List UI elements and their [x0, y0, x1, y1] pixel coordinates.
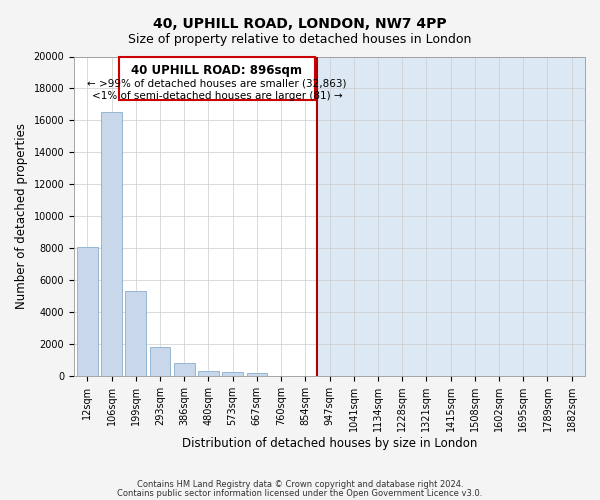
Bar [101, 112, 122, 376]
Text: Size of property relative to detached houses in London: Size of property relative to detached ho… [128, 32, 472, 46]
Y-axis label: Number of detached properties: Number of detached properties [15, 124, 28, 310]
Text: Contains public sector information licensed under the Open Government Licence v3: Contains public sector information licen… [118, 490, 482, 498]
Bar [150, 348, 170, 376]
Text: <1% of semi-detached houses are larger (81) →: <1% of semi-detached houses are larger (… [92, 91, 342, 101]
Bar [77, 246, 98, 376]
Text: Contains HM Land Registry data © Crown copyright and database right 2024.: Contains HM Land Registry data © Crown c… [137, 480, 463, 489]
Bar [125, 292, 146, 376]
Bar [247, 373, 267, 376]
Bar [223, 372, 243, 376]
Text: 40, UPHILL ROAD, LONDON, NW7 4PP: 40, UPHILL ROAD, LONDON, NW7 4PP [153, 18, 447, 32]
Text: 40 UPHILL ROAD: 896sqm: 40 UPHILL ROAD: 896sqm [131, 64, 302, 76]
Text: ← >99% of detached houses are smaller (32,863): ← >99% of detached houses are smaller (3… [87, 78, 347, 88]
FancyBboxPatch shape [119, 58, 315, 100]
Bar [317, 56, 584, 376]
Bar [198, 372, 219, 376]
Bar [174, 364, 194, 376]
X-axis label: Distribution of detached houses by size in London: Distribution of detached houses by size … [182, 437, 477, 450]
